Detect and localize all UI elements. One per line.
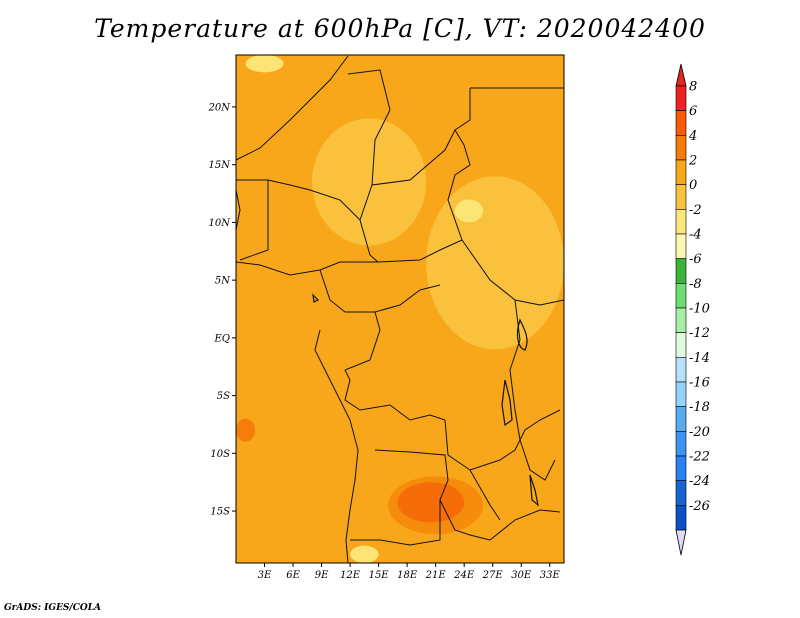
grads-credit: GrADS: IGES/COLA xyxy=(4,603,102,613)
colorbar-swatch xyxy=(675,480,687,506)
map-area xyxy=(235,54,565,564)
colorbar-level-label: 4 xyxy=(688,129,697,144)
lat-tick-label: 5S xyxy=(217,391,230,402)
lat-tick-label: 20N xyxy=(208,102,232,113)
lon-tick-label: 33E xyxy=(540,570,561,581)
longitude-axis: 3E 6E 9E 12E 15E 18E 21E 24E 27E 30E 33E xyxy=(258,563,561,581)
lon-tick-label: 27E xyxy=(482,570,504,581)
temperature-patch-7 xyxy=(236,418,256,442)
lon-tick-label: 21E xyxy=(425,570,447,581)
colorbar-swatch xyxy=(675,406,687,432)
lat-tick-label: 5N xyxy=(215,276,231,287)
colorbar-swatch xyxy=(675,332,687,358)
map-frame xyxy=(235,54,565,564)
lon-tick-label: 3E xyxy=(258,570,272,581)
colorbar-level-label: 2 xyxy=(688,154,697,169)
lat-tick-label: 10N xyxy=(209,218,232,229)
colorbar-level-label: -22 xyxy=(689,450,710,465)
colorbar-swatch xyxy=(675,455,687,481)
colorbar-swatch xyxy=(675,135,687,161)
colorbar-swatch xyxy=(675,381,687,407)
colorbar-level-label: -16 xyxy=(689,376,710,391)
lon-tick-label: 12E xyxy=(340,570,361,581)
colorbar-level-label: -24 xyxy=(689,474,710,489)
colorbar-legend: 8 6 4 2 0 -2 -4 -6 -8 -10 -12 -14 -16 -18 -20 -22 -24 -26 xyxy=(675,63,710,556)
colorbar-level-label: 0 xyxy=(689,178,697,193)
colorbar-level-label: -26 xyxy=(689,499,710,514)
lat-tick-label: 15S xyxy=(210,507,230,518)
colorbar-level-label: -18 xyxy=(689,400,710,415)
colorbar-swatch xyxy=(675,258,687,284)
lon-tick-label: 15E xyxy=(369,570,390,581)
chart-title: Temperature at 600hPa [C], VT: 202004240… xyxy=(94,14,706,43)
colorbar-bottom-arrow xyxy=(675,529,687,556)
temperature-patch-3 xyxy=(397,482,465,523)
colorbar-level-label: -10 xyxy=(689,302,710,317)
lon-tick-label: 30E xyxy=(511,570,532,581)
lat-tick-label: EQ xyxy=(214,333,231,344)
temperature-patch-1 xyxy=(312,118,427,246)
colorbar-level-label: -2 xyxy=(689,203,702,218)
lon-tick-label: 18E xyxy=(397,570,418,581)
colorbar-swatch xyxy=(675,283,687,309)
colorbar-level-label: -8 xyxy=(689,277,702,292)
colorbar-swatch xyxy=(675,184,687,210)
lat-tick-label: 10S xyxy=(210,449,230,460)
colorbar-top-arrow xyxy=(675,63,687,87)
temperature-patch-0 xyxy=(426,176,564,350)
temperature-patch-5 xyxy=(350,545,379,563)
lake-outlines xyxy=(312,293,539,507)
colorbar-level-label: 8 xyxy=(689,80,697,95)
colorbar-swatch xyxy=(675,431,687,457)
colorbar-swatch xyxy=(675,159,687,185)
colorbar-swatch xyxy=(675,233,687,259)
lon-tick-label: 24E xyxy=(453,570,475,581)
temperature-patch-4 xyxy=(245,55,284,73)
colorbar-level-label: -12 xyxy=(689,326,710,341)
colorbar-level-label: -6 xyxy=(689,252,702,267)
colorbar-swatch xyxy=(675,307,687,333)
temperature-patch-6 xyxy=(454,199,484,223)
colorbar-swatch xyxy=(675,209,687,235)
latitude-axis: 20N 15N 10N 5N EQ 5S 10S 15S xyxy=(208,102,236,518)
colorbar-level-label: -4 xyxy=(689,228,702,243)
lon-tick-label: 6E xyxy=(286,570,300,581)
colorbar-level-label: 6 xyxy=(689,104,697,119)
colorbar-swatch xyxy=(675,505,687,531)
colorbar-swatch xyxy=(675,357,687,383)
lat-tick-label: 15N xyxy=(209,160,232,171)
colorbar-swatch xyxy=(675,85,687,111)
colorbar-swatch xyxy=(675,110,687,136)
colorbar-level-label: -20 xyxy=(689,425,710,440)
colorbar-level-label: -14 xyxy=(689,351,710,366)
lon-tick-label: 9E xyxy=(315,570,329,581)
